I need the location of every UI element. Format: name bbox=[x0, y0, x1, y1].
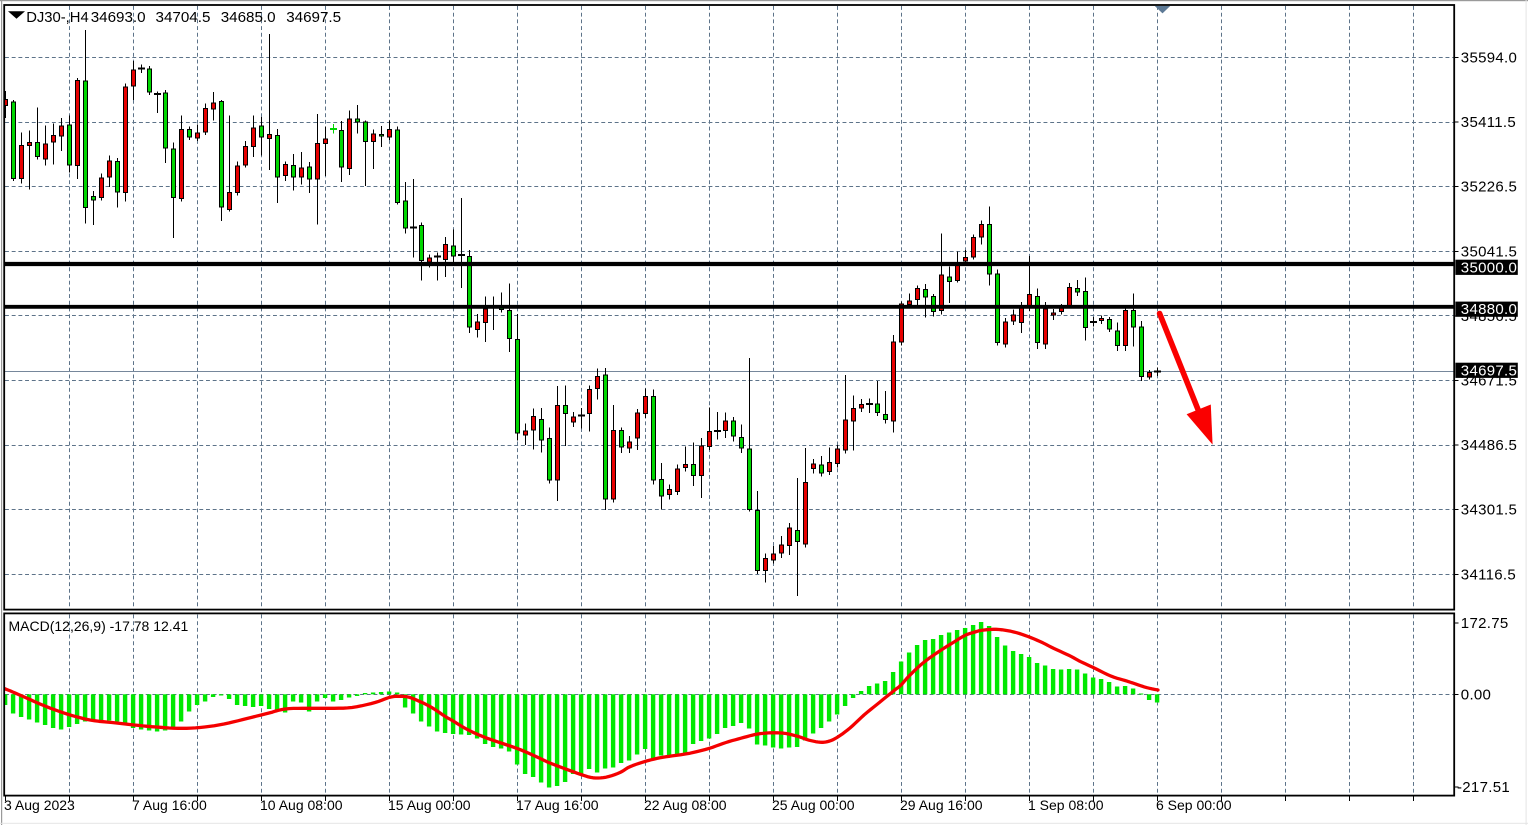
svg-text:17 Aug 16:00: 17 Aug 16:00 bbox=[516, 797, 599, 813]
svg-text:35226.5: 35226.5 bbox=[1461, 179, 1517, 196]
svg-text:34697.5: 34697.5 bbox=[286, 9, 341, 26]
svg-text:-217.51: -217.51 bbox=[1457, 779, 1510, 796]
svg-text:172.75: 172.75 bbox=[1461, 615, 1509, 632]
svg-text:35411.5: 35411.5 bbox=[1461, 114, 1516, 131]
svg-text:29 Aug 16:00: 29 Aug 16:00 bbox=[900, 797, 983, 813]
svg-text:34704.5: 34704.5 bbox=[156, 9, 211, 26]
svg-text:25 Aug 00:00: 25 Aug 00:00 bbox=[772, 797, 855, 813]
svg-text:34693.0: 34693.0 bbox=[91, 9, 146, 26]
svg-text:35594.0: 35594.0 bbox=[1461, 50, 1517, 67]
svg-text:35000.0: 35000.0 bbox=[1461, 259, 1517, 276]
svg-text:10 Aug 08:00: 10 Aug 08:00 bbox=[260, 797, 343, 813]
svg-text:7 Aug 16:00: 7 Aug 16:00 bbox=[132, 797, 207, 813]
svg-text:34697.5: 34697.5 bbox=[1461, 362, 1517, 379]
svg-text:1 Sep 08:00: 1 Sep 08:00 bbox=[1028, 797, 1104, 813]
svg-text:6 Sep 00:00: 6 Sep 00:00 bbox=[1156, 797, 1232, 813]
svg-text:35041.5: 35041.5 bbox=[1461, 243, 1517, 260]
svg-text:34301.5: 34301.5 bbox=[1461, 502, 1517, 519]
svg-text:34116.5: 34116.5 bbox=[1461, 566, 1516, 583]
svg-text:15 Aug 00:00: 15 Aug 00:00 bbox=[388, 797, 471, 813]
svg-text:34880.0: 34880.0 bbox=[1461, 301, 1517, 318]
svg-text:DJ30-,H4: DJ30-,H4 bbox=[26, 10, 88, 26]
svg-text:34685.0: 34685.0 bbox=[221, 9, 276, 26]
svg-text:34486.5: 34486.5 bbox=[1461, 437, 1517, 454]
svg-text:0.00: 0.00 bbox=[1461, 686, 1491, 703]
svg-text:MACD(12,26,9) -17.78 12.41: MACD(12,26,9) -17.78 12.41 bbox=[9, 618, 189, 634]
svg-text:22 Aug 08:00: 22 Aug 08:00 bbox=[644, 797, 727, 813]
svg-text:3 Aug 2023: 3 Aug 2023 bbox=[4, 797, 75, 813]
